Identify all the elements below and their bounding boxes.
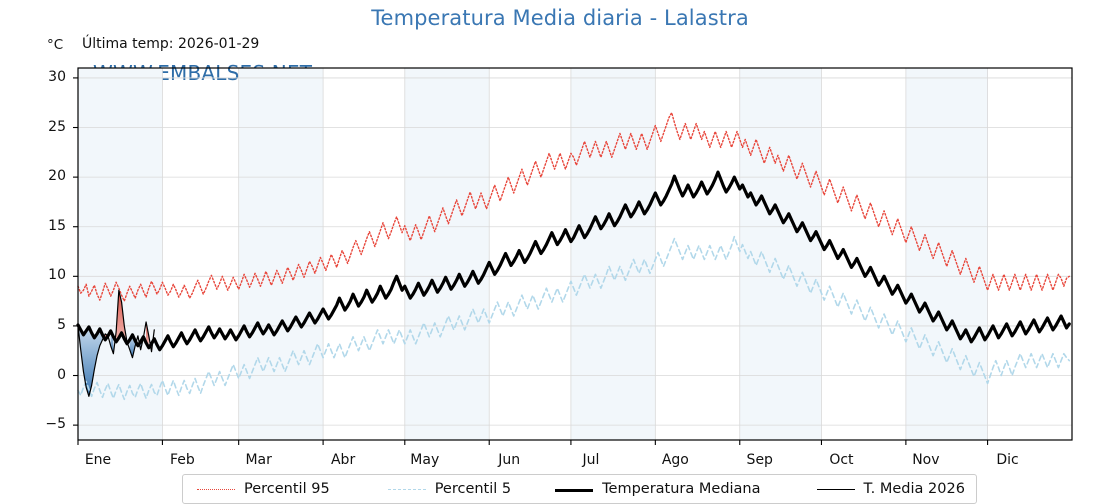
legend-swatch-icon bbox=[555, 482, 594, 496]
legend-swatch-icon bbox=[197, 482, 235, 496]
legend-item-3[interactable]: Temperatura Mediana bbox=[555, 475, 761, 503]
legend-swatch-icon bbox=[387, 482, 426, 496]
month-band bbox=[739, 68, 822, 440]
month-band bbox=[905, 68, 988, 440]
anomaly-fill-cold bbox=[78, 324, 103, 397]
month-band bbox=[404, 68, 490, 440]
legend-label: Temperatura Mediana bbox=[602, 481, 761, 497]
x-tick-label: Ene bbox=[84, 452, 112, 468]
series-line-t-media-2026 bbox=[77, 289, 155, 397]
legend-item-2[interactable]: Percentil 5 bbox=[387, 475, 512, 503]
y-tick-label: 25 bbox=[48, 118, 66, 135]
x-tick-label: Ago bbox=[661, 452, 689, 468]
y-tick-label: 20 bbox=[48, 168, 66, 185]
page-title: Temperatura Media diaria - Lalastra bbox=[371, 6, 749, 30]
x-tick-label: Jun bbox=[498, 452, 521, 468]
y-tick-label: 10 bbox=[48, 267, 66, 284]
legend-label: T. Media 2026 bbox=[863, 481, 965, 497]
last-temp-label: Última temp: 2026-01-29 bbox=[82, 36, 260, 52]
x-tick-label: Oct bbox=[829, 452, 854, 468]
x-tick-label: Mar bbox=[245, 452, 272, 468]
legend-item-1[interactable]: Percentil 95 bbox=[197, 475, 330, 503]
anomaly-fill-warm bbox=[116, 290, 128, 344]
x-tick-label: Feb bbox=[170, 452, 195, 468]
series-line-temperatura-mediana bbox=[76, 170, 1071, 352]
y-axis-unit-label: °C bbox=[47, 37, 64, 53]
chart-legend: Percentil 95 Percentil 5 Temperatura Media… bbox=[182, 474, 977, 504]
x-tick-label: Sep bbox=[746, 452, 773, 468]
legend-label: Percentil 5 bbox=[434, 481, 512, 497]
y-tick-label: 0 bbox=[57, 366, 66, 383]
legend-swatch-icon bbox=[816, 482, 855, 496]
x-tick-label: May bbox=[410, 452, 440, 468]
month-band bbox=[238, 68, 324, 440]
axes-frame bbox=[77, 67, 1073, 441]
y-tick-label: 15 bbox=[48, 217, 66, 234]
x-tick-label: Nov bbox=[912, 452, 940, 468]
y-tick-label: 30 bbox=[48, 68, 66, 85]
y-tick-label: −5 bbox=[45, 416, 66, 433]
x-tick-label: Abr bbox=[330, 452, 356, 468]
series-line-percentil-95 bbox=[77, 111, 1070, 302]
x-tick-label: Dic bbox=[996, 452, 1019, 468]
x-tick-label: Jul bbox=[582, 452, 600, 468]
legend-label: Percentil 95 bbox=[244, 481, 330, 497]
month-band bbox=[570, 68, 656, 440]
legend-item-4[interactable]: T. Media 2026 bbox=[816, 475, 965, 503]
y-tick-label: 5 bbox=[57, 316, 66, 333]
series-line-percentil-5 bbox=[77, 235, 1071, 401]
